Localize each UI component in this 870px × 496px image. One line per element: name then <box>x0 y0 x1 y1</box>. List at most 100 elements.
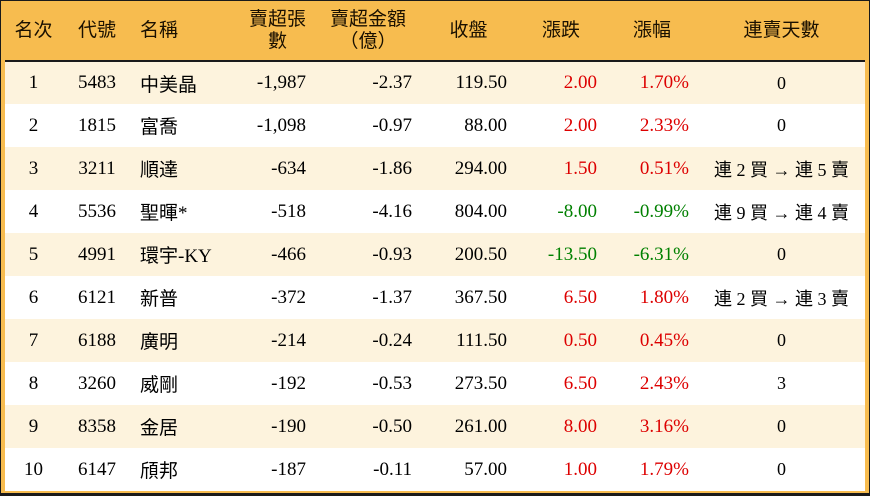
cell-streak: 0 <box>777 459 786 479</box>
cell-change: -13.50 <box>547 243 597 265</box>
cell-name: 聖暉* <box>140 203 188 224</box>
table-row: 5 4991 環宇-KY -466 -0.93 200.50 -13.50 -6… <box>5 233 865 276</box>
cell-name: 威剛 <box>140 375 179 396</box>
cell-change-pct: 1.70% <box>639 72 689 93</box>
cell-change: 6.50 <box>563 372 597 394</box>
cell-rank: 7 <box>28 329 39 351</box>
cell-sell-volume: -466 <box>271 243 306 265</box>
col-header-code: 代號 <box>62 1 132 62</box>
cell-name: 頎邦 <box>140 461 179 482</box>
cell-close: 200.50 <box>454 243 507 265</box>
cell-change-pct: -6.31% <box>633 243 689 265</box>
cell-name: 順達 <box>140 160 179 181</box>
cell-close: 111.50 <box>456 329 507 351</box>
cell-rank: 9 <box>28 415 39 437</box>
cell-rank: 3 <box>28 157 39 179</box>
cell-sell-volume: -518 <box>271 200 306 222</box>
table-row: 10 6147 頎邦 -187 -0.11 57.00 1.00 1.79% 0 <box>5 448 865 491</box>
table-row: 4 5536 聖暉* -518 -4.16 804.00 -8.00 -0.99… <box>5 190 865 233</box>
cell-streak: 連 2 買 → 連 5 賣 <box>714 159 849 180</box>
cell-change: 0.50 <box>563 329 597 351</box>
cell-sell-amount: -0.11 <box>373 458 412 480</box>
col-header-change: 漲跌 <box>516 1 606 62</box>
cell-name: 廣明 <box>140 332 179 353</box>
cell-code: 4991 <box>78 243 116 265</box>
cell-change-pct: 2.33% <box>639 114 689 136</box>
cell-streak: 0 <box>777 330 786 350</box>
cell-streak: 0 <box>777 244 786 264</box>
cell-code: 6188 <box>78 329 116 351</box>
cell-close: 367.50 <box>454 286 507 308</box>
header-row: 名次 代號 名稱 賣超張數 賣超金額 （億） 收盤 漲跌 漲幅 連賣天數 <box>5 1 865 62</box>
cell-code: 1815 <box>78 114 116 136</box>
cell-sell-volume: -372 <box>271 286 306 308</box>
cell-code: 5483 <box>78 72 116 93</box>
cell-code: 3211 <box>78 157 116 179</box>
cell-change-pct: -0.99% <box>633 200 689 222</box>
col-header-change-pct: 漲幅 <box>606 1 698 62</box>
cell-code: 6121 <box>78 286 116 308</box>
cell-change: 2.00 <box>563 114 597 136</box>
table-row: 1 5483 中美晶 -1,987 -2.37 119.50 2.00 1.70… <box>5 61 865 104</box>
table-row: 3 3211 順達 -634 -1.86 294.00 1.50 0.51% 連… <box>5 147 865 190</box>
cell-change: 1.50 <box>563 157 597 179</box>
cell-streak: 0 <box>777 115 786 135</box>
cell-streak: 0 <box>777 72 786 93</box>
cell-streak: 連 9 買 → 連 4 賣 <box>714 202 849 223</box>
cell-code: 6147 <box>78 458 116 480</box>
cell-sell-volume: -1,098 <box>256 114 306 136</box>
cell-sell-amount: -0.24 <box>372 329 412 351</box>
cell-name: 中美晶 <box>140 74 198 96</box>
cell-sell-volume: -192 <box>271 372 306 394</box>
cell-rank: 10 <box>24 458 43 480</box>
cell-change-pct: 1.80% <box>639 286 689 308</box>
cell-close: 88.00 <box>464 114 507 136</box>
cell-change: 1.00 <box>563 458 597 480</box>
table-row: 7 6188 廣明 -214 -0.24 111.50 0.50 0.45% 0 <box>5 319 865 362</box>
table-body: 1 5483 中美晶 -1,987 -2.37 119.50 2.00 1.70… <box>5 61 865 491</box>
cell-code: 5536 <box>78 200 116 222</box>
cell-rank: 1 <box>28 72 39 93</box>
cell-sell-amount: -0.50 <box>372 415 412 437</box>
cell-rank: 4 <box>28 200 39 222</box>
col-header-name: 名稱 <box>132 1 240 62</box>
col-header-streak: 連賣天數 <box>698 1 865 62</box>
cell-name: 金居 <box>140 418 179 439</box>
col-header-sell-volume: 賣超張數 <box>240 1 315 62</box>
cell-sell-amount: -0.97 <box>372 114 412 136</box>
cell-close: 57.00 <box>464 458 507 480</box>
cell-change: 2.00 <box>563 72 597 93</box>
col-header-sell-amount-line1: 賣超金額 <box>329 8 406 30</box>
cell-close: 273.50 <box>454 372 507 394</box>
cell-close: 294.00 <box>454 157 507 179</box>
cell-name: 富喬 <box>140 117 179 138</box>
cell-rank: 6 <box>28 286 39 308</box>
ranking-table: 名次 代號 名稱 賣超張數 賣超金額 （億） 收盤 漲跌 漲幅 連賣天數 1 5… <box>5 1 865 491</box>
table-row: 9 8358 金居 -190 -0.50 261.00 8.00 3.16% 0 <box>5 405 865 448</box>
cell-name: 環宇-KY <box>140 246 212 267</box>
table-row: 8 3260 威剛 -192 -0.53 273.50 6.50 2.43% 3 <box>5 362 865 405</box>
cell-sell-volume: -190 <box>271 415 306 437</box>
cell-sell-amount: -1.37 <box>372 286 412 308</box>
cell-change: -8.00 <box>557 200 597 222</box>
cell-change-pct: 0.51% <box>639 157 689 179</box>
cell-sell-amount: -1.86 <box>372 157 412 179</box>
cell-close: 261.00 <box>454 415 507 437</box>
cell-code: 8358 <box>78 415 116 437</box>
cell-rank: 5 <box>28 243 39 265</box>
col-header-sell-amount-line2: （億） <box>339 30 397 52</box>
cell-change: 8.00 <box>563 415 597 437</box>
cell-streak: 0 <box>777 416 786 436</box>
cell-change: 6.50 <box>563 286 597 308</box>
cell-change-pct: 1.79% <box>639 458 689 480</box>
cell-sell-volume: -634 <box>271 157 306 179</box>
cell-sell-amount: -2.37 <box>372 72 412 93</box>
cell-name: 新普 <box>140 289 179 310</box>
cell-rank: 2 <box>28 114 39 136</box>
table-row: 6 6121 新普 -372 -1.37 367.50 6.50 1.80% 連… <box>5 276 865 319</box>
cell-sell-amount: -0.53 <box>372 372 412 394</box>
cell-change-pct: 2.43% <box>639 372 689 394</box>
col-header-close: 收盤 <box>421 1 516 62</box>
table-header: 名次 代號 名稱 賣超張數 賣超金額 （億） 收盤 漲跌 漲幅 連賣天數 <box>5 1 865 62</box>
